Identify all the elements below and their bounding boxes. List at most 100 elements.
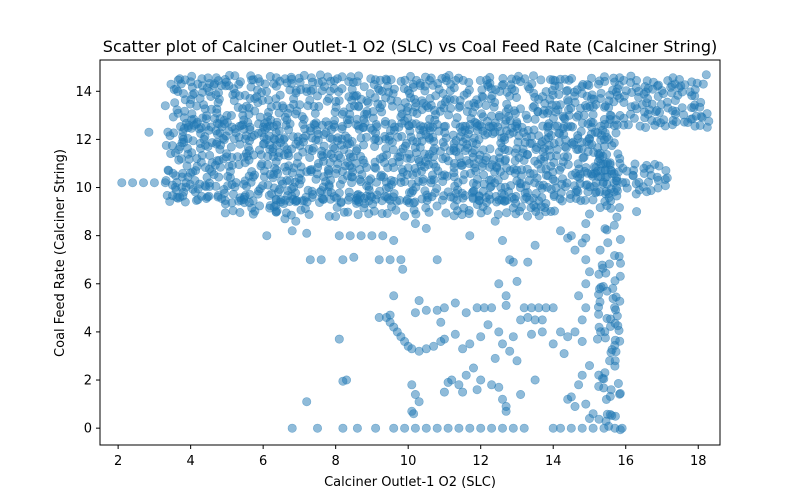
data-point-region-2 <box>441 208 451 218</box>
x-tick-label: 8 <box>332 454 340 469</box>
data-point <box>410 308 420 318</box>
data-point-region-2 <box>424 207 434 217</box>
data-point <box>548 339 558 349</box>
data-point-region-0 <box>579 110 589 120</box>
data-point-region-1 <box>308 143 318 153</box>
data-point <box>193 195 203 205</box>
data-point <box>385 255 395 265</box>
data-point-region-4 <box>605 158 615 168</box>
data-point <box>186 168 196 178</box>
data-point <box>577 370 587 380</box>
data-point <box>646 171 656 181</box>
data-point-region-1 <box>407 119 417 129</box>
x-tick-label: 4 <box>187 454 195 469</box>
data-point-region-2 <box>516 202 526 212</box>
data-point-region-1 <box>237 121 247 131</box>
data-point-region-1 <box>220 119 230 129</box>
data-point-region-2 <box>336 198 346 208</box>
data-point-region-1 <box>317 120 327 130</box>
data-point <box>584 209 594 219</box>
data-point-region-4 <box>615 235 625 245</box>
data-point-region-2 <box>400 211 410 221</box>
data-point <box>530 375 540 385</box>
data-point-region-0 <box>337 84 347 94</box>
data-point-region-0 <box>240 90 250 100</box>
data-point <box>584 361 594 371</box>
data-point <box>497 339 507 349</box>
data-point-region-0 <box>521 110 531 120</box>
data-point-region-1 <box>335 153 345 163</box>
data-point-region-2 <box>302 197 312 207</box>
data-point <box>523 257 533 267</box>
data-point-region-0 <box>600 76 610 86</box>
data-point-region-4 <box>611 292 621 302</box>
data-point-region-2 <box>360 199 370 209</box>
data-point <box>378 231 388 241</box>
data-point-region-4 <box>611 347 621 357</box>
data-point <box>505 346 515 356</box>
data-point-region-0 <box>295 100 305 110</box>
data-point-region-4 <box>615 271 625 281</box>
data-point-region-0 <box>446 103 456 113</box>
data-point <box>497 423 507 433</box>
data-point-region-1 <box>522 149 532 159</box>
data-point-region-1 <box>371 120 381 130</box>
data-point-region-1 <box>325 133 335 143</box>
data-point-region-4 <box>615 388 625 398</box>
data-point <box>555 423 565 433</box>
data-point <box>171 185 181 195</box>
data-point-region-0 <box>403 102 413 112</box>
data-point-region-1 <box>204 191 214 201</box>
data-point-region-0 <box>659 115 669 125</box>
data-point-region-4 <box>606 203 616 213</box>
data-point <box>508 423 518 433</box>
data-point-region-1 <box>397 118 407 128</box>
data-point <box>566 423 576 433</box>
data-point <box>302 397 312 407</box>
data-point-region-2 <box>244 198 254 208</box>
data-point <box>117 178 127 188</box>
data-point <box>599 423 609 433</box>
data-point <box>574 380 584 390</box>
data-point-region-1 <box>522 164 532 174</box>
data-point-region-0 <box>653 80 663 90</box>
data-point-region-1 <box>573 159 583 169</box>
data-point <box>526 329 536 339</box>
data-point-region-2 <box>343 207 353 217</box>
data-point-region-0 <box>641 123 651 133</box>
data-point-region-0 <box>586 73 596 83</box>
data-point-region-4 <box>610 411 620 421</box>
data-point-region-0 <box>314 101 324 111</box>
data-point-region-4 <box>612 191 622 201</box>
data-point <box>559 349 569 359</box>
data-point-region-4 <box>609 138 619 148</box>
data-point-region-1 <box>200 132 210 142</box>
data-point-region-0 <box>226 111 236 121</box>
data-point-region-1 <box>552 145 562 155</box>
data-point <box>494 327 504 337</box>
data-point-region-1 <box>544 119 554 129</box>
data-point-region-0 <box>359 82 369 92</box>
data-point-region-1 <box>428 132 438 142</box>
data-point-region-1 <box>493 175 503 185</box>
data-point-region-1 <box>440 170 450 180</box>
data-point-region-0 <box>502 99 512 109</box>
data-point <box>581 233 591 243</box>
data-point <box>338 376 348 386</box>
data-point-region-1 <box>500 154 510 164</box>
data-point-region-4 <box>601 268 611 278</box>
data-point-region-1 <box>319 141 329 151</box>
data-point-region-2 <box>409 198 419 208</box>
data-point-region-4 <box>600 224 610 234</box>
data-point-region-0 <box>647 99 657 109</box>
data-point <box>555 327 565 337</box>
data-point-region-0 <box>260 79 270 89</box>
data-point <box>584 267 594 277</box>
data-point-region-0 <box>662 97 672 107</box>
data-point-region-1 <box>280 133 290 143</box>
data-point-region-1 <box>376 170 386 180</box>
data-point <box>570 245 580 255</box>
data-point-region-0 <box>211 73 221 83</box>
data-point <box>432 305 442 315</box>
data-point-region-1 <box>441 153 451 163</box>
